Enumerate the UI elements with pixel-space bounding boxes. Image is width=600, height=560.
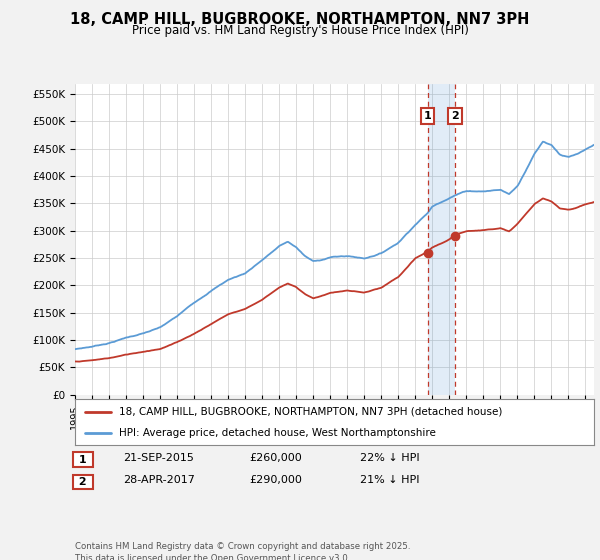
Text: £260,000: £260,000 [249,453,302,463]
Text: HPI: Average price, detached house, West Northamptonshire: HPI: Average price, detached house, West… [119,428,436,438]
Text: 18, CAMP HILL, BUGBROOKE, NORTHAMPTON, NN7 3PH (detached house): 18, CAMP HILL, BUGBROOKE, NORTHAMPTON, N… [119,407,502,417]
Text: 21-SEP-2015: 21-SEP-2015 [123,453,194,463]
Text: Contains HM Land Registry data © Crown copyright and database right 2025.
This d: Contains HM Land Registry data © Crown c… [75,542,410,560]
Text: Price paid vs. HM Land Registry's House Price Index (HPI): Price paid vs. HM Land Registry's House … [131,24,469,36]
Text: 22% ↓ HPI: 22% ↓ HPI [360,453,419,463]
Text: 28-APR-2017: 28-APR-2017 [123,475,195,486]
Text: 1: 1 [75,455,91,465]
Text: 18, CAMP HILL, BUGBROOKE, NORTHAMPTON, NN7 3PH: 18, CAMP HILL, BUGBROOKE, NORTHAMPTON, N… [70,12,530,27]
Bar [428,84,455,395]
Text: 2: 2 [75,477,91,487]
Text: £290,000: £290,000 [249,475,302,486]
Text: 21% ↓ HPI: 21% ↓ HPI [360,475,419,486]
Text: 2: 2 [451,111,459,121]
Text: 1: 1 [424,111,431,121]
